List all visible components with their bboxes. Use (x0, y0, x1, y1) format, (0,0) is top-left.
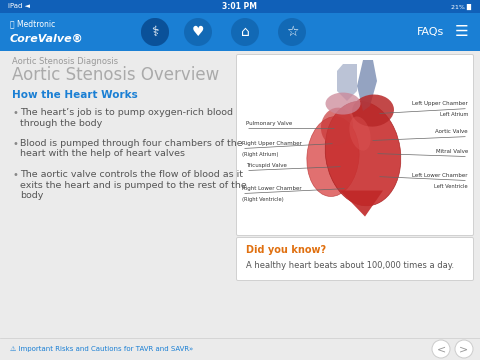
Text: •: • (13, 139, 19, 149)
Circle shape (184, 18, 212, 46)
Text: A healthy heart beats about 100,000 times a day.: A healthy heart beats about 100,000 time… (246, 261, 454, 270)
Ellipse shape (325, 101, 401, 206)
Text: •: • (13, 108, 19, 118)
Text: body: body (20, 191, 43, 200)
Text: <: < (436, 344, 445, 354)
Text: Left Atrium: Left Atrium (440, 112, 468, 117)
Text: Pulmonary Valve: Pulmonary Valve (246, 121, 292, 126)
Ellipse shape (321, 108, 353, 145)
Text: (Right Atrium): (Right Atrium) (242, 152, 278, 157)
FancyBboxPatch shape (237, 238, 473, 280)
Text: iPad ◄: iPad ◄ (8, 4, 30, 9)
Text: exits the heart and is pumped to the rest of the: exits the heart and is pumped to the res… (20, 180, 247, 189)
Text: 3:01 PM: 3:01 PM (223, 2, 257, 11)
Circle shape (455, 340, 473, 358)
Ellipse shape (307, 117, 359, 197)
Ellipse shape (325, 93, 360, 114)
Text: ☆: ☆ (286, 25, 298, 39)
Circle shape (231, 18, 259, 46)
Bar (0, 51, 480, 360)
Text: >: > (459, 344, 468, 354)
Text: Mitral Valve: Mitral Valve (436, 149, 468, 154)
Circle shape (432, 340, 450, 358)
Text: The heart’s job is to pump oxygen-rich blood: The heart’s job is to pump oxygen-rich b… (20, 108, 233, 117)
Text: CoreValve®: CoreValve® (10, 34, 84, 44)
Text: Left Lower Chamber: Left Lower Chamber (412, 172, 468, 177)
Text: •: • (13, 170, 19, 180)
Circle shape (278, 18, 306, 46)
Text: Left Ventricle: Left Ventricle (434, 184, 468, 189)
FancyBboxPatch shape (237, 54, 473, 235)
Text: Right Upper Chamber: Right Upper Chamber (242, 140, 302, 145)
Text: ♥: ♥ (192, 25, 204, 39)
Ellipse shape (352, 95, 394, 127)
Text: heart with the help of heart valves: heart with the help of heart valves (20, 149, 185, 158)
Text: How the Heart Works: How the Heart Works (12, 90, 138, 100)
Bar (0, 0, 480, 13)
Polygon shape (337, 64, 357, 101)
Text: Ⓜ Medtronic: Ⓜ Medtronic (10, 19, 55, 28)
Text: Aortic Stenosis Diagnosis: Aortic Stenosis Diagnosis (12, 57, 118, 66)
Text: Did you know?: Did you know? (246, 245, 326, 255)
Text: Blood is pumped through four chambers of the: Blood is pumped through four chambers of… (20, 139, 242, 148)
Polygon shape (340, 190, 383, 217)
Text: Aortic Valve: Aortic Valve (435, 129, 468, 134)
Text: 21% ▉: 21% ▉ (451, 4, 472, 10)
Text: Aortic Stenosis Overview: Aortic Stenosis Overview (12, 66, 219, 84)
Polygon shape (357, 60, 377, 111)
Text: The aortic valve controls the flow of blood as it: The aortic valve controls the flow of bl… (20, 170, 243, 179)
Text: Tricuspid Valve: Tricuspid Valve (246, 163, 287, 167)
Circle shape (141, 18, 169, 46)
Text: ☰: ☰ (455, 24, 469, 40)
Circle shape (141, 18, 169, 46)
Text: (Right Ventricle): (Right Ventricle) (242, 197, 284, 202)
Text: ⚠ Important Risks and Cautions for TAVR and SAVR»: ⚠ Important Risks and Cautions for TAVR … (10, 346, 193, 352)
Text: Left Upper Chamber: Left Upper Chamber (412, 100, 468, 105)
Text: ⌂: ⌂ (240, 25, 250, 39)
Text: ⚕: ⚕ (151, 25, 159, 39)
Ellipse shape (349, 116, 371, 151)
Bar (0, 13, 480, 51)
Text: FAQs: FAQs (416, 27, 444, 37)
Text: through the body: through the body (20, 118, 102, 127)
Text: Right Lower Chamber: Right Lower Chamber (242, 185, 301, 190)
